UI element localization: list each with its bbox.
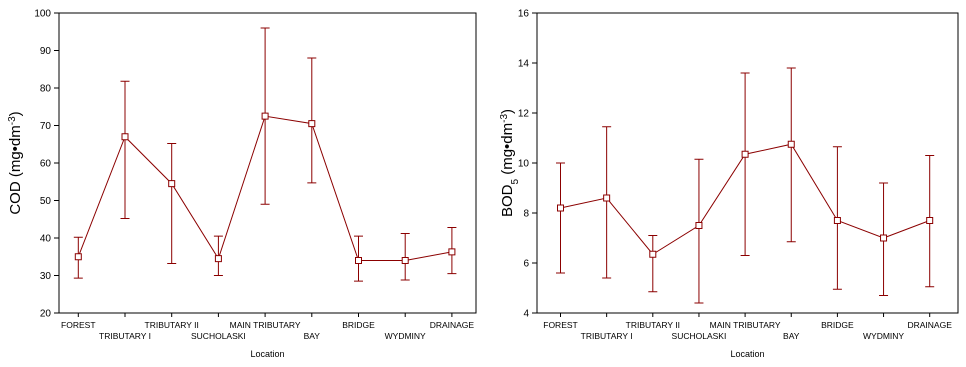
y-tick-label: 12 xyxy=(518,109,530,120)
y-tick-label: 8 xyxy=(523,209,529,220)
y-axis-title-part: ) xyxy=(7,111,24,116)
category-label: SUCHOLASKI xyxy=(191,331,246,341)
y-axis-title-part: 5 xyxy=(510,179,521,185)
y-tick-label: 6 xyxy=(523,259,529,270)
category-label: WYDMINY xyxy=(863,331,904,341)
data-point xyxy=(401,257,409,264)
y-tick-label: 90 xyxy=(40,46,52,57)
data-point xyxy=(214,255,222,263)
data-point xyxy=(833,217,841,224)
y-tick-label: 100 xyxy=(34,9,51,20)
data-point xyxy=(880,234,888,242)
y-axis-title-part: BOD xyxy=(499,184,516,217)
category-label: SUCHOLASKI xyxy=(672,331,727,341)
data-point xyxy=(448,248,456,256)
data-point xyxy=(695,222,703,229)
category-label: DRAINAGE xyxy=(907,320,952,330)
data-point xyxy=(926,217,934,224)
category-label: BRIDGE xyxy=(342,320,375,330)
y-tick-label: 50 xyxy=(40,196,52,207)
category-label: WYDMINY xyxy=(385,331,426,341)
y-tick-label: 80 xyxy=(40,84,52,95)
data-point xyxy=(168,180,176,188)
y-axis-title: COD (mg•dm-3) xyxy=(7,111,25,214)
plot-frame xyxy=(58,12,477,314)
y-axis-title-part: -3 xyxy=(499,114,510,123)
data-point xyxy=(308,120,316,128)
category-label: BRIDGE xyxy=(821,320,854,330)
y-tick-label: 14 xyxy=(518,59,530,70)
category-label: DRAINAGE xyxy=(430,320,475,330)
y-tick-label: 40 xyxy=(40,234,52,245)
y-tick-label: 10 xyxy=(518,159,530,170)
category-label: BAY xyxy=(783,331,800,341)
y-tick-label: 20 xyxy=(40,309,52,320)
data-point xyxy=(787,140,795,148)
y-axis-title-part: ) xyxy=(499,109,516,114)
x-axis-title: Location xyxy=(730,349,764,359)
data-point xyxy=(74,253,82,261)
category-label: FOREST xyxy=(543,320,577,330)
y-tick-label: 4 xyxy=(523,309,529,320)
y-tick-label: 70 xyxy=(40,121,52,132)
y-axis-title-part: -3 xyxy=(7,116,18,125)
data-point xyxy=(355,257,362,264)
y-tick-label: 60 xyxy=(40,159,52,170)
category-label: TRIBUTARY I xyxy=(99,331,151,341)
plot-frame xyxy=(536,12,959,314)
data-point xyxy=(741,150,749,158)
y-tick-label: 16 xyxy=(518,9,530,20)
data-point xyxy=(603,194,611,202)
cod-chart: 20 30 40 50 60 70 80 90 100 FOREST TRIBUTARY ITRIB… xyxy=(7,9,477,359)
category-label: MAIN TRIBUTARY xyxy=(710,320,781,330)
cod-chart-panel: 20 30 40 50 60 70 80 90 100 FOREST TRIBUTARY I TRIB… xyxy=(0,0,483,362)
data-point xyxy=(557,204,564,212)
y-tick-label: 30 xyxy=(40,271,52,282)
category-label: MAIN TRIBUTARY xyxy=(230,320,301,330)
y-axis-title: BOD5 (mg•dm-3) xyxy=(499,109,521,217)
data-point xyxy=(261,112,269,120)
data-point xyxy=(121,133,129,141)
x-axis-title: Location xyxy=(250,349,284,359)
category-label: TRIBUTARY II xyxy=(145,320,199,330)
y-axis-title-part: COD (mg•dm xyxy=(7,125,24,214)
data-point xyxy=(649,250,657,258)
category-label: TRIBUTARY I xyxy=(581,331,633,341)
category-label: TRIBUTARY II xyxy=(626,320,680,330)
category-label: FOREST xyxy=(61,320,95,330)
y-axis-title-part: (mg•dm xyxy=(499,123,516,179)
category-label: BAY xyxy=(304,331,321,341)
bod5-chart-panel: 4 6 8 10 12 14 16 FOREST TRIBUTARY I TRIBUTARY II… xyxy=(483,0,966,362)
